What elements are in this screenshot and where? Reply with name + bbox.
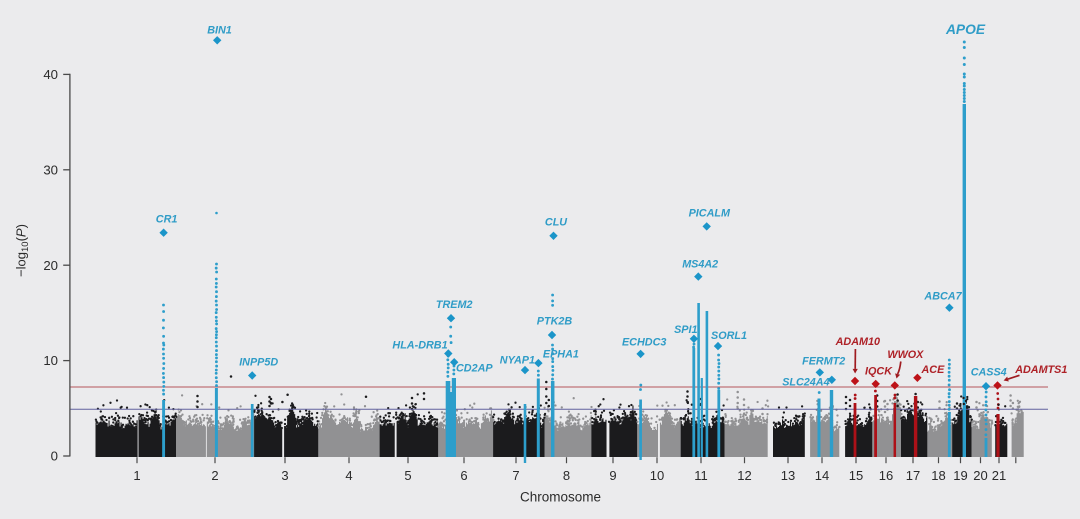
svg-text:ACE: ACE — [921, 364, 946, 376]
svg-text:MS4A2: MS4A2 — [682, 259, 718, 271]
svg-text:13: 13 — [781, 468, 795, 483]
svg-text:14: 14 — [815, 468, 829, 483]
svg-text:ECHDC3: ECHDC3 — [622, 337, 666, 349]
svg-text:16: 16 — [879, 468, 893, 483]
svg-text:5: 5 — [404, 468, 411, 483]
svg-text:2: 2 — [211, 468, 218, 483]
svg-text:−log10(P): −log10(P) — [14, 224, 32, 277]
svg-text:20: 20 — [43, 258, 58, 273]
svg-text:18: 18 — [931, 468, 945, 483]
svg-text:PTK2B: PTK2B — [537, 316, 573, 328]
svg-text:0: 0 — [51, 449, 58, 464]
svg-text:20: 20 — [973, 468, 987, 483]
svg-text:NYAP1: NYAP1 — [500, 355, 535, 367]
svg-text:11: 11 — [694, 468, 708, 483]
svg-text:EPHA1: EPHA1 — [543, 349, 579, 361]
svg-text:SLC24A4: SLC24A4 — [782, 377, 829, 389]
svg-text:APOE: APOE — [945, 22, 986, 37]
svg-text:CLU: CLU — [545, 217, 568, 229]
svg-text:10: 10 — [43, 353, 58, 368]
svg-text:10: 10 — [650, 468, 664, 483]
svg-text:Chromosome: Chromosome — [520, 490, 601, 505]
svg-text:4: 4 — [345, 468, 352, 483]
svg-text:BIN1: BIN1 — [207, 25, 232, 37]
svg-text:21: 21 — [992, 468, 1006, 483]
svg-text:CD2AP: CD2AP — [456, 362, 493, 374]
svg-text:17: 17 — [906, 468, 920, 483]
svg-text:1: 1 — [133, 468, 140, 483]
svg-text:CR1: CR1 — [156, 213, 178, 225]
svg-text:TREM2: TREM2 — [436, 299, 473, 311]
svg-text:INPP5D: INPP5D — [239, 357, 278, 369]
svg-text:SORL1: SORL1 — [711, 330, 747, 342]
svg-text:12: 12 — [737, 468, 751, 483]
svg-text:ABCA7: ABCA7 — [923, 291, 962, 303]
svg-text:7: 7 — [512, 468, 519, 483]
svg-text:ADAMTS1: ADAMTS1 — [1014, 364, 1067, 376]
svg-text:15: 15 — [849, 468, 863, 483]
svg-text:40: 40 — [43, 67, 58, 82]
svg-text:30: 30 — [43, 162, 58, 177]
svg-text:ADAM10: ADAM10 — [835, 336, 880, 348]
svg-text:HLA-DRB1: HLA-DRB1 — [392, 340, 447, 352]
svg-text:3: 3 — [281, 468, 288, 483]
svg-text:8: 8 — [563, 468, 570, 483]
svg-text:SPI1: SPI1 — [674, 324, 697, 336]
svg-text:CASS4: CASS4 — [971, 367, 1007, 379]
svg-text:FERMT2: FERMT2 — [802, 356, 845, 368]
svg-text:6: 6 — [460, 468, 467, 483]
svg-text:WWOX: WWOX — [887, 349, 924, 361]
svg-text:IQCK: IQCK — [865, 366, 893, 378]
svg-text:PICALM: PICALM — [689, 208, 731, 220]
svg-text:19: 19 — [953, 468, 967, 483]
svg-text:9: 9 — [609, 468, 616, 483]
